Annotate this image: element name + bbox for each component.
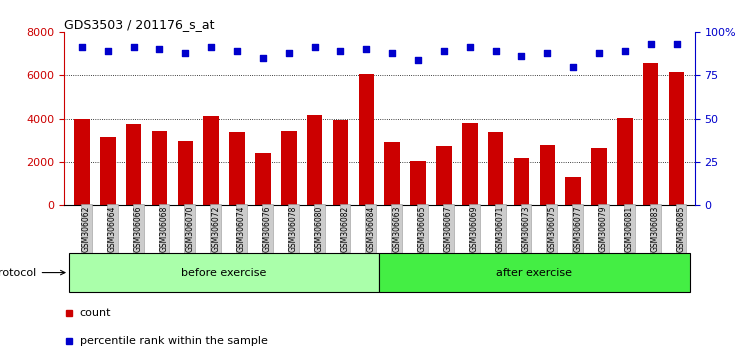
Text: GSM306065: GSM306065 — [418, 205, 427, 252]
Point — [231, 48, 243, 54]
Point — [567, 64, 579, 69]
Bar — [566, 177, 581, 205]
Point — [257, 55, 269, 61]
Bar — [307, 115, 322, 205]
Point — [153, 46, 165, 52]
Text: GSM306072: GSM306072 — [211, 205, 220, 252]
Text: GSM306063: GSM306063 — [392, 205, 401, 252]
Text: after exercise: after exercise — [496, 268, 572, 278]
Point — [179, 50, 192, 56]
Text: percentile rank within the sample: percentile rank within the sample — [80, 336, 267, 346]
Bar — [229, 132, 245, 205]
Text: GSM306079: GSM306079 — [599, 205, 608, 252]
Point — [671, 41, 683, 47]
Text: GSM306074: GSM306074 — [237, 205, 246, 252]
Bar — [514, 158, 529, 205]
Bar — [152, 131, 167, 205]
Point — [593, 50, 605, 56]
Point — [619, 48, 631, 54]
Bar — [177, 141, 193, 205]
Point — [76, 45, 88, 50]
Text: GSM306084: GSM306084 — [366, 205, 376, 252]
Point — [102, 48, 114, 54]
Bar — [617, 118, 632, 205]
Point — [128, 45, 140, 50]
Bar — [462, 123, 478, 205]
Bar — [358, 74, 374, 205]
Point — [205, 45, 217, 50]
Text: GSM306069: GSM306069 — [469, 205, 478, 252]
Text: GSM306076: GSM306076 — [263, 205, 272, 252]
Bar — [281, 131, 297, 205]
Text: GSM306070: GSM306070 — [185, 205, 195, 252]
Point — [515, 53, 527, 59]
Point — [438, 48, 450, 54]
Text: before exercise: before exercise — [182, 268, 267, 278]
Bar — [643, 63, 659, 205]
Point — [386, 50, 398, 56]
Text: GSM306085: GSM306085 — [677, 205, 686, 252]
Bar — [436, 146, 451, 205]
Text: GSM306071: GSM306071 — [496, 205, 505, 252]
Bar — [100, 137, 116, 205]
Point — [283, 50, 295, 56]
Text: GSM306077: GSM306077 — [573, 205, 582, 252]
Bar — [591, 148, 607, 205]
Text: GSM306067: GSM306067 — [444, 205, 453, 252]
Text: GSM306082: GSM306082 — [340, 205, 349, 252]
Bar — [255, 153, 270, 205]
FancyBboxPatch shape — [69, 253, 379, 292]
Text: GSM306080: GSM306080 — [315, 205, 324, 252]
Text: count: count — [80, 308, 111, 318]
Text: GSM306064: GSM306064 — [108, 205, 117, 252]
Point — [644, 41, 656, 47]
Text: GSM306078: GSM306078 — [289, 205, 297, 252]
Bar — [385, 142, 400, 205]
Point — [309, 45, 321, 50]
Text: GSM306081: GSM306081 — [625, 205, 634, 252]
Point — [463, 45, 475, 50]
Text: GSM306066: GSM306066 — [134, 205, 143, 252]
Point — [412, 57, 424, 62]
Bar — [410, 161, 426, 205]
Text: protocol: protocol — [0, 268, 65, 278]
Bar — [669, 72, 684, 205]
Text: GSM306075: GSM306075 — [547, 205, 556, 252]
FancyBboxPatch shape — [379, 253, 689, 292]
Point — [541, 50, 553, 56]
Bar — [126, 124, 141, 205]
Text: GSM306083: GSM306083 — [650, 205, 659, 252]
Text: GSM306068: GSM306068 — [159, 205, 168, 252]
Text: GSM306073: GSM306073 — [521, 205, 530, 252]
Point — [334, 48, 346, 54]
Text: GSM306062: GSM306062 — [82, 205, 91, 252]
Bar — [74, 119, 89, 205]
Point — [360, 46, 372, 52]
Text: GDS3503 / 201176_s_at: GDS3503 / 201176_s_at — [64, 18, 214, 31]
Bar — [333, 120, 348, 205]
Bar — [488, 132, 503, 205]
Bar — [539, 144, 555, 205]
Bar — [204, 116, 219, 205]
Point — [490, 48, 502, 54]
